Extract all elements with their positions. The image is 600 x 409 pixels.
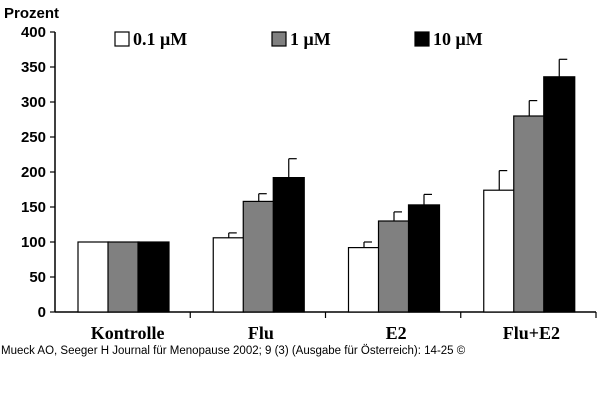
bar — [483, 189, 516, 313]
legend-swatch — [114, 31, 130, 47]
legend-label: 1 μM — [290, 29, 331, 49]
legend-swatch — [414, 31, 430, 47]
bar — [377, 220, 411, 313]
y-tick-label: 100 — [21, 234, 46, 251]
bar — [407, 204, 441, 313]
y-tick-label: 150 — [21, 199, 46, 216]
bar — [272, 177, 305, 313]
bar — [347, 247, 381, 313]
legend-swatch — [271, 31, 287, 47]
y-tick-label: 250 — [21, 129, 46, 146]
y-tick-label: 200 — [21, 164, 46, 181]
y-axis-label: Prozent — [4, 5, 59, 22]
category-label: E2 — [386, 323, 407, 343]
bar — [107, 241, 140, 313]
category-label: Flu — [248, 323, 274, 343]
y-tick-label: 300 — [21, 94, 46, 111]
citation: Mueck AO, Seeger H Journal für Menopause… — [1, 345, 466, 357]
legend-label: 10 μM — [433, 29, 483, 49]
y-tick-label: 0 — [38, 304, 46, 321]
y-tick-label: 400 — [21, 24, 46, 41]
bar — [543, 76, 576, 313]
bar — [242, 200, 275, 313]
y-tick-label: 350 — [21, 59, 46, 76]
bar — [212, 237, 245, 313]
bar — [77, 241, 110, 313]
bar — [137, 241, 170, 313]
category-label: Flu+E2 — [503, 323, 560, 343]
legend-label: 0.1 μM — [133, 29, 187, 49]
bar — [513, 115, 546, 313]
y-tick-label: 50 — [29, 269, 46, 286]
category-label: Kontrolle — [91, 323, 165, 343]
